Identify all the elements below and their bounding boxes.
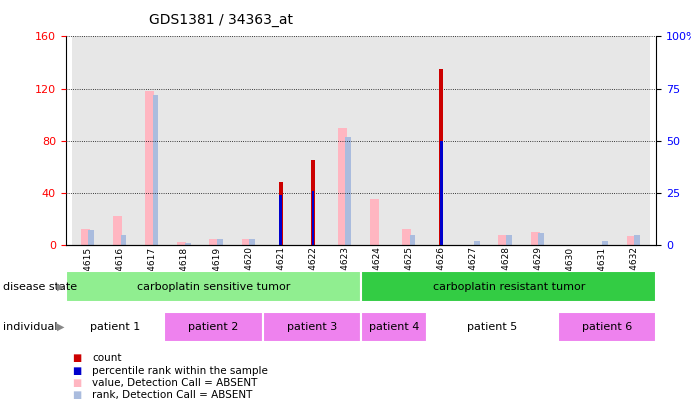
Bar [72,36,104,245]
Text: patient 4: patient 4 [369,322,419,332]
Bar [278,182,283,245]
Bar [426,312,558,342]
Text: ▶: ▶ [57,281,64,292]
Bar [402,229,411,245]
Bar [489,36,522,245]
Text: patient 5: patient 5 [467,322,518,332]
Text: patient 2: patient 2 [188,322,238,332]
Text: rank, Detection Call = ABSENT: rank, Detection Call = ABSENT [92,390,252,400]
Bar [440,141,443,245]
Bar [66,312,164,342]
Bar [393,36,425,245]
Bar [439,69,444,245]
Bar [136,36,169,245]
Bar [329,36,361,245]
Bar [120,234,126,245]
Bar [66,271,361,302]
Bar [88,230,94,245]
Bar [297,36,329,245]
Bar [209,239,218,245]
Bar [312,191,314,245]
Bar [558,312,656,342]
Text: patient 1: patient 1 [90,322,140,332]
Text: ▶: ▶ [57,322,64,332]
Bar [145,91,154,245]
Text: ■: ■ [73,354,82,363]
Bar [474,241,480,245]
Bar [169,36,200,245]
Bar [361,271,656,302]
Text: ■: ■ [73,390,82,400]
Text: carboplatin sensitive tumor: carboplatin sensitive tumor [137,281,290,292]
Bar [200,36,233,245]
Text: ■: ■ [73,378,82,388]
Bar [113,216,122,245]
Bar [618,36,650,245]
Bar [627,236,636,245]
Bar [457,36,489,245]
Bar [346,136,351,245]
Bar [370,199,379,245]
Text: ■: ■ [73,366,82,375]
Bar [361,312,426,342]
Bar [233,36,265,245]
Bar [425,36,457,245]
Bar [265,36,297,245]
Text: patient 3: patient 3 [287,322,337,332]
Text: patient 6: patient 6 [582,322,632,332]
Bar [279,195,282,245]
Bar [522,36,553,245]
Bar [506,234,511,245]
Text: individual: individual [3,322,58,332]
Bar [538,232,544,245]
Bar [531,232,540,245]
Text: carboplatin resistant tumor: carboplatin resistant tumor [433,281,585,292]
Bar [361,36,393,245]
Bar [104,36,136,245]
Bar [311,160,315,245]
Bar [184,243,191,245]
Bar [153,95,158,245]
Bar [249,239,255,245]
Bar [338,128,347,245]
Bar [217,239,223,245]
Text: disease state: disease state [3,281,77,292]
Text: count: count [92,354,122,363]
Bar [498,234,507,245]
Bar [164,312,263,342]
Bar [586,36,618,245]
Text: GDS1381 / 34363_at: GDS1381 / 34363_at [149,13,293,27]
Bar [602,241,608,245]
Bar [410,234,415,245]
Bar [81,229,90,245]
Bar [178,243,187,245]
Bar [634,234,640,245]
Bar [263,312,361,342]
Bar [242,239,251,245]
Bar [553,36,586,245]
Text: percentile rank within the sample: percentile rank within the sample [92,366,268,375]
Text: value, Detection Call = ABSENT: value, Detection Call = ABSENT [92,378,257,388]
